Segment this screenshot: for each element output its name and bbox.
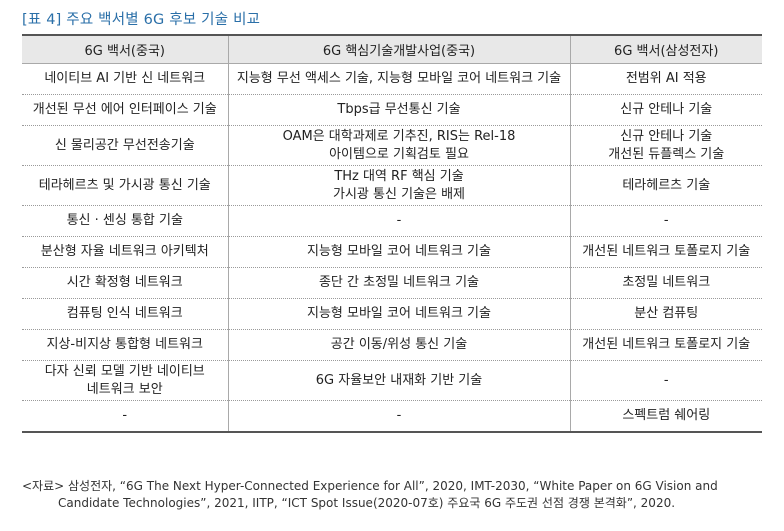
cell-line: OAM은 대학과제로 기추진, RIS는 Rel-18	[282, 128, 516, 144]
table-cell-c1: 시간 확정형 네트워크	[22, 267, 229, 299]
table-cell-c1: 분산형 자율 네트워크 아키텍처	[22, 236, 229, 268]
cell-line: -	[663, 213, 669, 228]
table-cell-c2: -	[227, 205, 571, 237]
cell-line: 개선된 네트워크 토폴로지 기술	[582, 244, 751, 259]
table-cell-c2: 종단 간 초정밀 네트워크 기술	[227, 267, 571, 299]
cell-line: 다자 신뢰 모델 기반 네이티브	[44, 363, 205, 379]
table-cell-c2: 지능형 무선 액세스 기술, 지능형 모바일 코어 네트워크 기술	[227, 63, 571, 95]
table-cell-c3: 초정밀 네트워크	[569, 267, 762, 299]
table-cell-c3: 전범위 AI 적용	[569, 63, 762, 95]
cell-line: 컴퓨팅 인식 네트워크	[66, 306, 183, 321]
table-cell-c2: OAM은 대학과제로 기추진, RIS는 Rel-18 아이템으로 기획검토 필요	[227, 125, 571, 166]
table-cell-c2: 지능형 모바일 코어 네트워크 기술	[227, 236, 571, 268]
cell-line: 공간 이동/위성 통신 기술	[330, 337, 468, 352]
cell-line: Tbps급 무선통신 기술	[337, 102, 461, 117]
table-row: 통신 · 센싱 통합 기술 - -	[22, 205, 762, 237]
cell-line: 네이티브 AI 기반 신 네트워크	[44, 71, 206, 86]
table-cell-c3: 개선된 네트워크 토폴로지 기술	[569, 236, 762, 268]
cell-line: 초정밀 네트워크	[622, 275, 711, 290]
cell-line: 신 물리공간 무선전송기술	[54, 137, 195, 153]
cell-line: 분산형 자율 네트워크 아키텍처	[40, 244, 209, 259]
table-row: 네이티브 AI 기반 신 네트워크 지능형 무선 액세스 기술, 지능형 모바일 …	[22, 63, 762, 95]
cell-line: 아이템으로 기획검토 필요	[329, 146, 469, 162]
table-cell-c3: 스펙트럼 쉐어링	[569, 400, 762, 433]
cell-line: 통신 · 센싱 통합 기술	[66, 213, 183, 228]
cell-line: 신규 안테나 기술	[620, 102, 713, 117]
cell-line: 분산 컴퓨팅	[634, 306, 699, 321]
table-cell-c1: 개선된 무선 에어 인터페이스 기술	[22, 94, 229, 126]
header-china-whitepaper: 6G 백서(중국)	[22, 34, 229, 64]
table-row: 신 물리공간 무선전송기술 OAM은 대학과제로 기추진, RIS는 Rel-18…	[22, 125, 762, 166]
table-cell-c2: -	[227, 400, 571, 433]
table-cell-c1: 지상-비지상 통합형 네트워크	[22, 329, 229, 361]
table-cell-c1: 네이티브 AI 기반 신 네트워크	[22, 63, 229, 95]
table-row: 컴퓨팅 인식 네트워크 지능형 모바일 코어 네트워크 기술 분산 컴퓨팅	[22, 298, 762, 330]
table-row: - - 스펙트럼 쉐어링	[22, 400, 762, 433]
cell-line: THz 대역 RF 핵심 기술	[334, 168, 464, 184]
source-line-2: Candidate Technologies”, 2021, IITP, “IC…	[58, 496, 676, 510]
header-china-core-tech-program: 6G 핵심기술개발사업(중국)	[227, 34, 571, 64]
cell-line: 스펙트럼 쉐어링	[622, 407, 711, 423]
cell-line: 전범위 AI 적용	[625, 71, 707, 86]
table-row: 개선된 무선 에어 인터페이스 기술 Tbps급 무선통신 기술 신규 안테나 기술	[22, 94, 762, 126]
table-cell-c3: 분산 컴퓨팅	[569, 298, 762, 330]
table-cell-c1: 테라헤르츠 및 가시광 통신 기술	[22, 165, 229, 206]
cell-line: 지상-비지상 통합형 네트워크	[46, 337, 203, 352]
table-cell-c2: Tbps급 무선통신 기술	[227, 94, 571, 126]
cell-line: -	[122, 407, 128, 423]
table-cell-c1: -	[22, 400, 229, 433]
source-line-1: <자료> 삼성전자, “6G The Next Hyper-Connected …	[22, 479, 718, 493]
table-cell-c3: 신규 안테나 기술	[569, 94, 762, 126]
table-cell-c3: 테라헤르츠 기술	[569, 165, 762, 206]
cell-line: 네트워크 보안	[86, 381, 163, 397]
table-cell-c3: -	[569, 360, 762, 401]
table-cell-c3: 개선된 네트워크 토폴로지 기술	[569, 329, 762, 361]
cell-line: 6G 자율보안 내재화 기반 기술	[315, 372, 483, 388]
cell-line: 지능형 모바일 코어 네트워크 기술	[307, 306, 491, 321]
source-note: <자료> 삼성전자, “6G The Next Hyper-Connected …	[22, 478, 767, 512]
cell-line: -	[396, 213, 402, 228]
table-cell-c1: 통신 · 센싱 통합 기술	[22, 205, 229, 237]
cell-line: 테라헤르츠 기술	[622, 177, 711, 193]
table-cell-c1: 컴퓨팅 인식 네트워크	[22, 298, 229, 330]
cell-line: 개선된 듀플렉스 기술	[608, 146, 725, 162]
table-caption: [표 4] 주요 백서별 6G 후보 기술 비교	[22, 12, 261, 28]
table-cell-c1: 신 물리공간 무선전송기술	[22, 125, 229, 166]
cell-line: -	[663, 372, 669, 388]
cell-line: 신규 안테나 기술	[620, 128, 713, 144]
cell-line: 지능형 무선 액세스 기술, 지능형 모바일 코어 네트워크 기술	[236, 71, 562, 86]
table-row: 분산형 자율 네트워크 아키텍처 지능형 모바일 코어 네트워크 기술 개선된 네트…	[22, 236, 762, 268]
comparison-table: 6G 백서(중국) 6G 핵심기술개발사업(중국) 6G 백서(삼성전자) 네이…	[22, 34, 762, 433]
cell-line: 시간 확정형 네트워크	[66, 275, 183, 290]
header-samsung-whitepaper: 6G 백서(삼성전자)	[569, 34, 762, 64]
cell-line: 개선된 무선 에어 인터페이스 기술	[32, 102, 217, 117]
cell-line: 지능형 모바일 코어 네트워크 기술	[307, 244, 491, 259]
cell-line: 테라헤르츠 및 가시광 통신 기술	[38, 177, 211, 193]
cell-line: 가시광 통신 기술은 배제	[333, 186, 465, 202]
header-row: 6G 백서(중국) 6G 핵심기술개발사업(중국) 6G 백서(삼성전자)	[22, 34, 762, 64]
table-cell-c2: 6G 자율보안 내재화 기반 기술	[227, 360, 571, 401]
cell-line: 개선된 네트워크 토폴로지 기술	[582, 337, 751, 352]
table-cell-c3: -	[569, 205, 762, 237]
cell-line: 종단 간 초정밀 네트워크 기술	[318, 275, 480, 290]
table-row: 지상-비지상 통합형 네트워크 공간 이동/위성 통신 기술 개선된 네트워크 토폴…	[22, 329, 762, 361]
table-cell-c2: 지능형 모바일 코어 네트워크 기술	[227, 298, 571, 330]
table-cell-c2: 공간 이동/위성 통신 기술	[227, 329, 571, 361]
table-row: 시간 확정형 네트워크 종단 간 초정밀 네트워크 기술 초정밀 네트워크	[22, 267, 762, 299]
cell-line: -	[396, 407, 402, 423]
